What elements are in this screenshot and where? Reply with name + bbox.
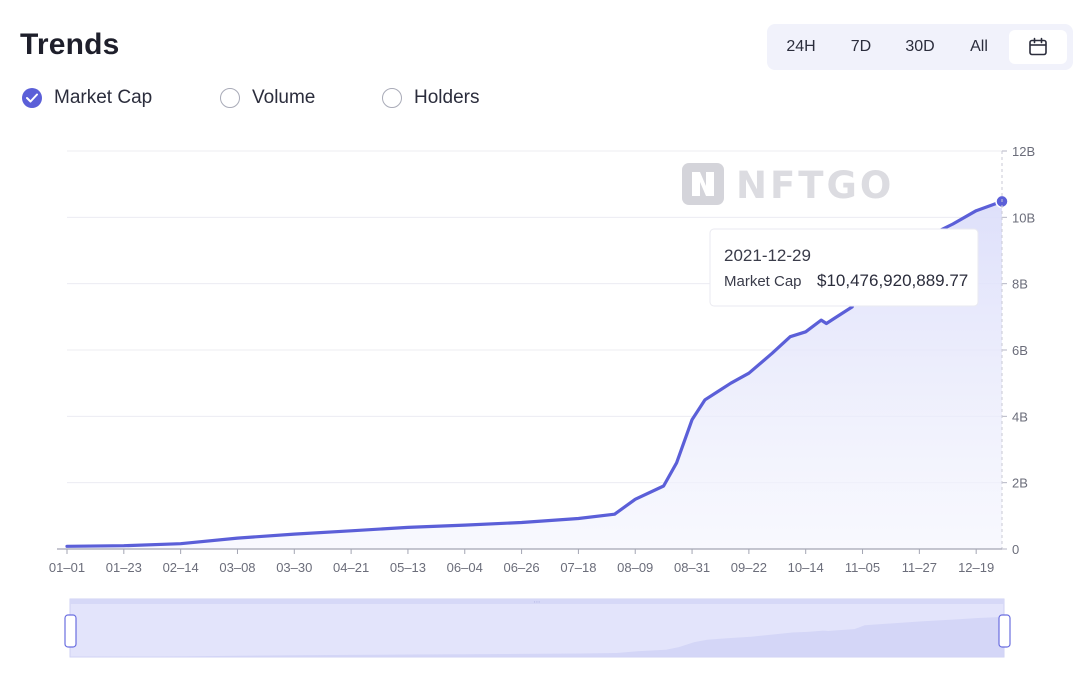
range-slider[interactable]: ⋯ [64, 598, 1011, 658]
metric-market-cap-label: Market Cap [54, 87, 153, 108]
tooltip-label: Market Cap [724, 273, 802, 290]
y-tick-label: 12B [1012, 144, 1035, 159]
svg-text:⋯: ⋯ [534, 598, 541, 606]
calendar-button[interactable] [1009, 30, 1067, 64]
calendar-icon [1029, 37, 1047, 56]
x-tick-label: 02–14 [163, 560, 199, 575]
time-range-selector: 24H 7D 30D All [767, 24, 1073, 70]
metric-holders[interactable]: Holders [382, 86, 502, 112]
y-tick-label: 2B [1012, 476, 1028, 491]
x-tick-label: 10–14 [788, 560, 824, 575]
page-title: Trends [20, 28, 120, 61]
metric-volume[interactable]: Volume [220, 86, 340, 112]
metric-market-cap[interactable]: Market Cap [22, 86, 182, 112]
y-tick-label: 6B [1012, 343, 1028, 358]
slider-left-handle[interactable] [64, 614, 77, 648]
radio-icon [220, 88, 240, 108]
y-tick-label: 8B [1012, 277, 1028, 292]
metric-holders-label: Holders [414, 87, 480, 108]
range-30d-button[interactable]: 30D [905, 38, 935, 55]
x-tick-label: 01–01 [49, 560, 85, 575]
slider-overview-area [70, 616, 1004, 657]
x-tick-label: 08–31 [674, 560, 710, 575]
metric-volume-label: Volume [252, 87, 316, 108]
tooltip-value: $10,476,920,889.77 [817, 271, 968, 290]
range-7d-button[interactable]: 7D [850, 38, 872, 55]
market-cap-area [67, 201, 1002, 549]
tooltip-date: 2021-12-29 [724, 246, 811, 265]
watermark-text: NFTGO [736, 164, 894, 207]
range-all-button[interactable]: All [970, 38, 988, 55]
checked-radio-icon [22, 88, 42, 108]
nftgo-watermark: NFTGO [682, 163, 894, 207]
x-tick-label: 04–21 [333, 560, 369, 575]
radio-icon [382, 88, 402, 108]
range-24h-button[interactable]: 24H [786, 38, 816, 55]
x-tick-label: 11–27 [902, 560, 937, 575]
chart-tooltip: 2021-12-29 Market Cap $10,476,920,889.77 [709, 228, 979, 307]
y-tick-label: 10B [1012, 210, 1035, 225]
x-tick-label: 06–26 [504, 560, 540, 575]
x-tick-label: 09–22 [731, 560, 767, 575]
y-tick-label: 4B [1012, 409, 1028, 424]
x-tick-label: 07–18 [560, 560, 596, 575]
y-tick-label: 0 [1012, 542, 1019, 557]
x-tick-label: 03–08 [219, 560, 255, 575]
slider-right-handle[interactable] [998, 614, 1011, 648]
x-tick-label: 06–04 [447, 560, 483, 575]
x-tick-label: 05–13 [390, 560, 426, 575]
x-tick-label: 11–05 [845, 560, 880, 575]
x-tick-label: 03–30 [276, 560, 312, 575]
x-tick-label: 01–23 [106, 560, 142, 575]
x-tick-label: 12–19 [958, 560, 994, 575]
x-tick-label: 08–09 [617, 560, 653, 575]
